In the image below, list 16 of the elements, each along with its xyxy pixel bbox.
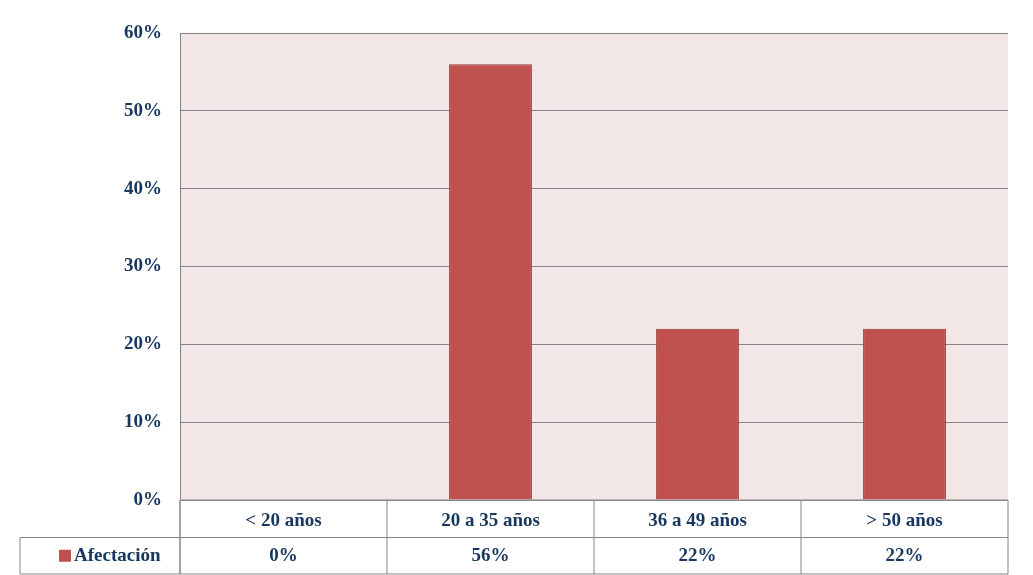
legend-label: Afectación [74,543,161,565]
x-tick-label: 36 a 49 años [648,509,747,531]
y-tick-label: 60% [124,20,162,42]
y-tick-label: 20% [124,332,162,354]
y-tick-label: 10% [124,410,162,432]
x-tick-label: > 50 años [866,509,943,531]
x-tick-label: < 20 años [245,509,322,531]
data-label: 56% [471,543,510,565]
y-tick-label: 50% [124,98,162,120]
x-tick-label: 20 a 35 años [441,509,540,531]
y-tick-label: 30% [124,254,162,276]
y-tick-label: 0% [133,487,162,509]
data-label: 22% [678,543,717,565]
data-label: 22% [885,543,924,565]
y-tick-label: 40% [124,176,162,198]
data-label: 0% [269,543,298,565]
